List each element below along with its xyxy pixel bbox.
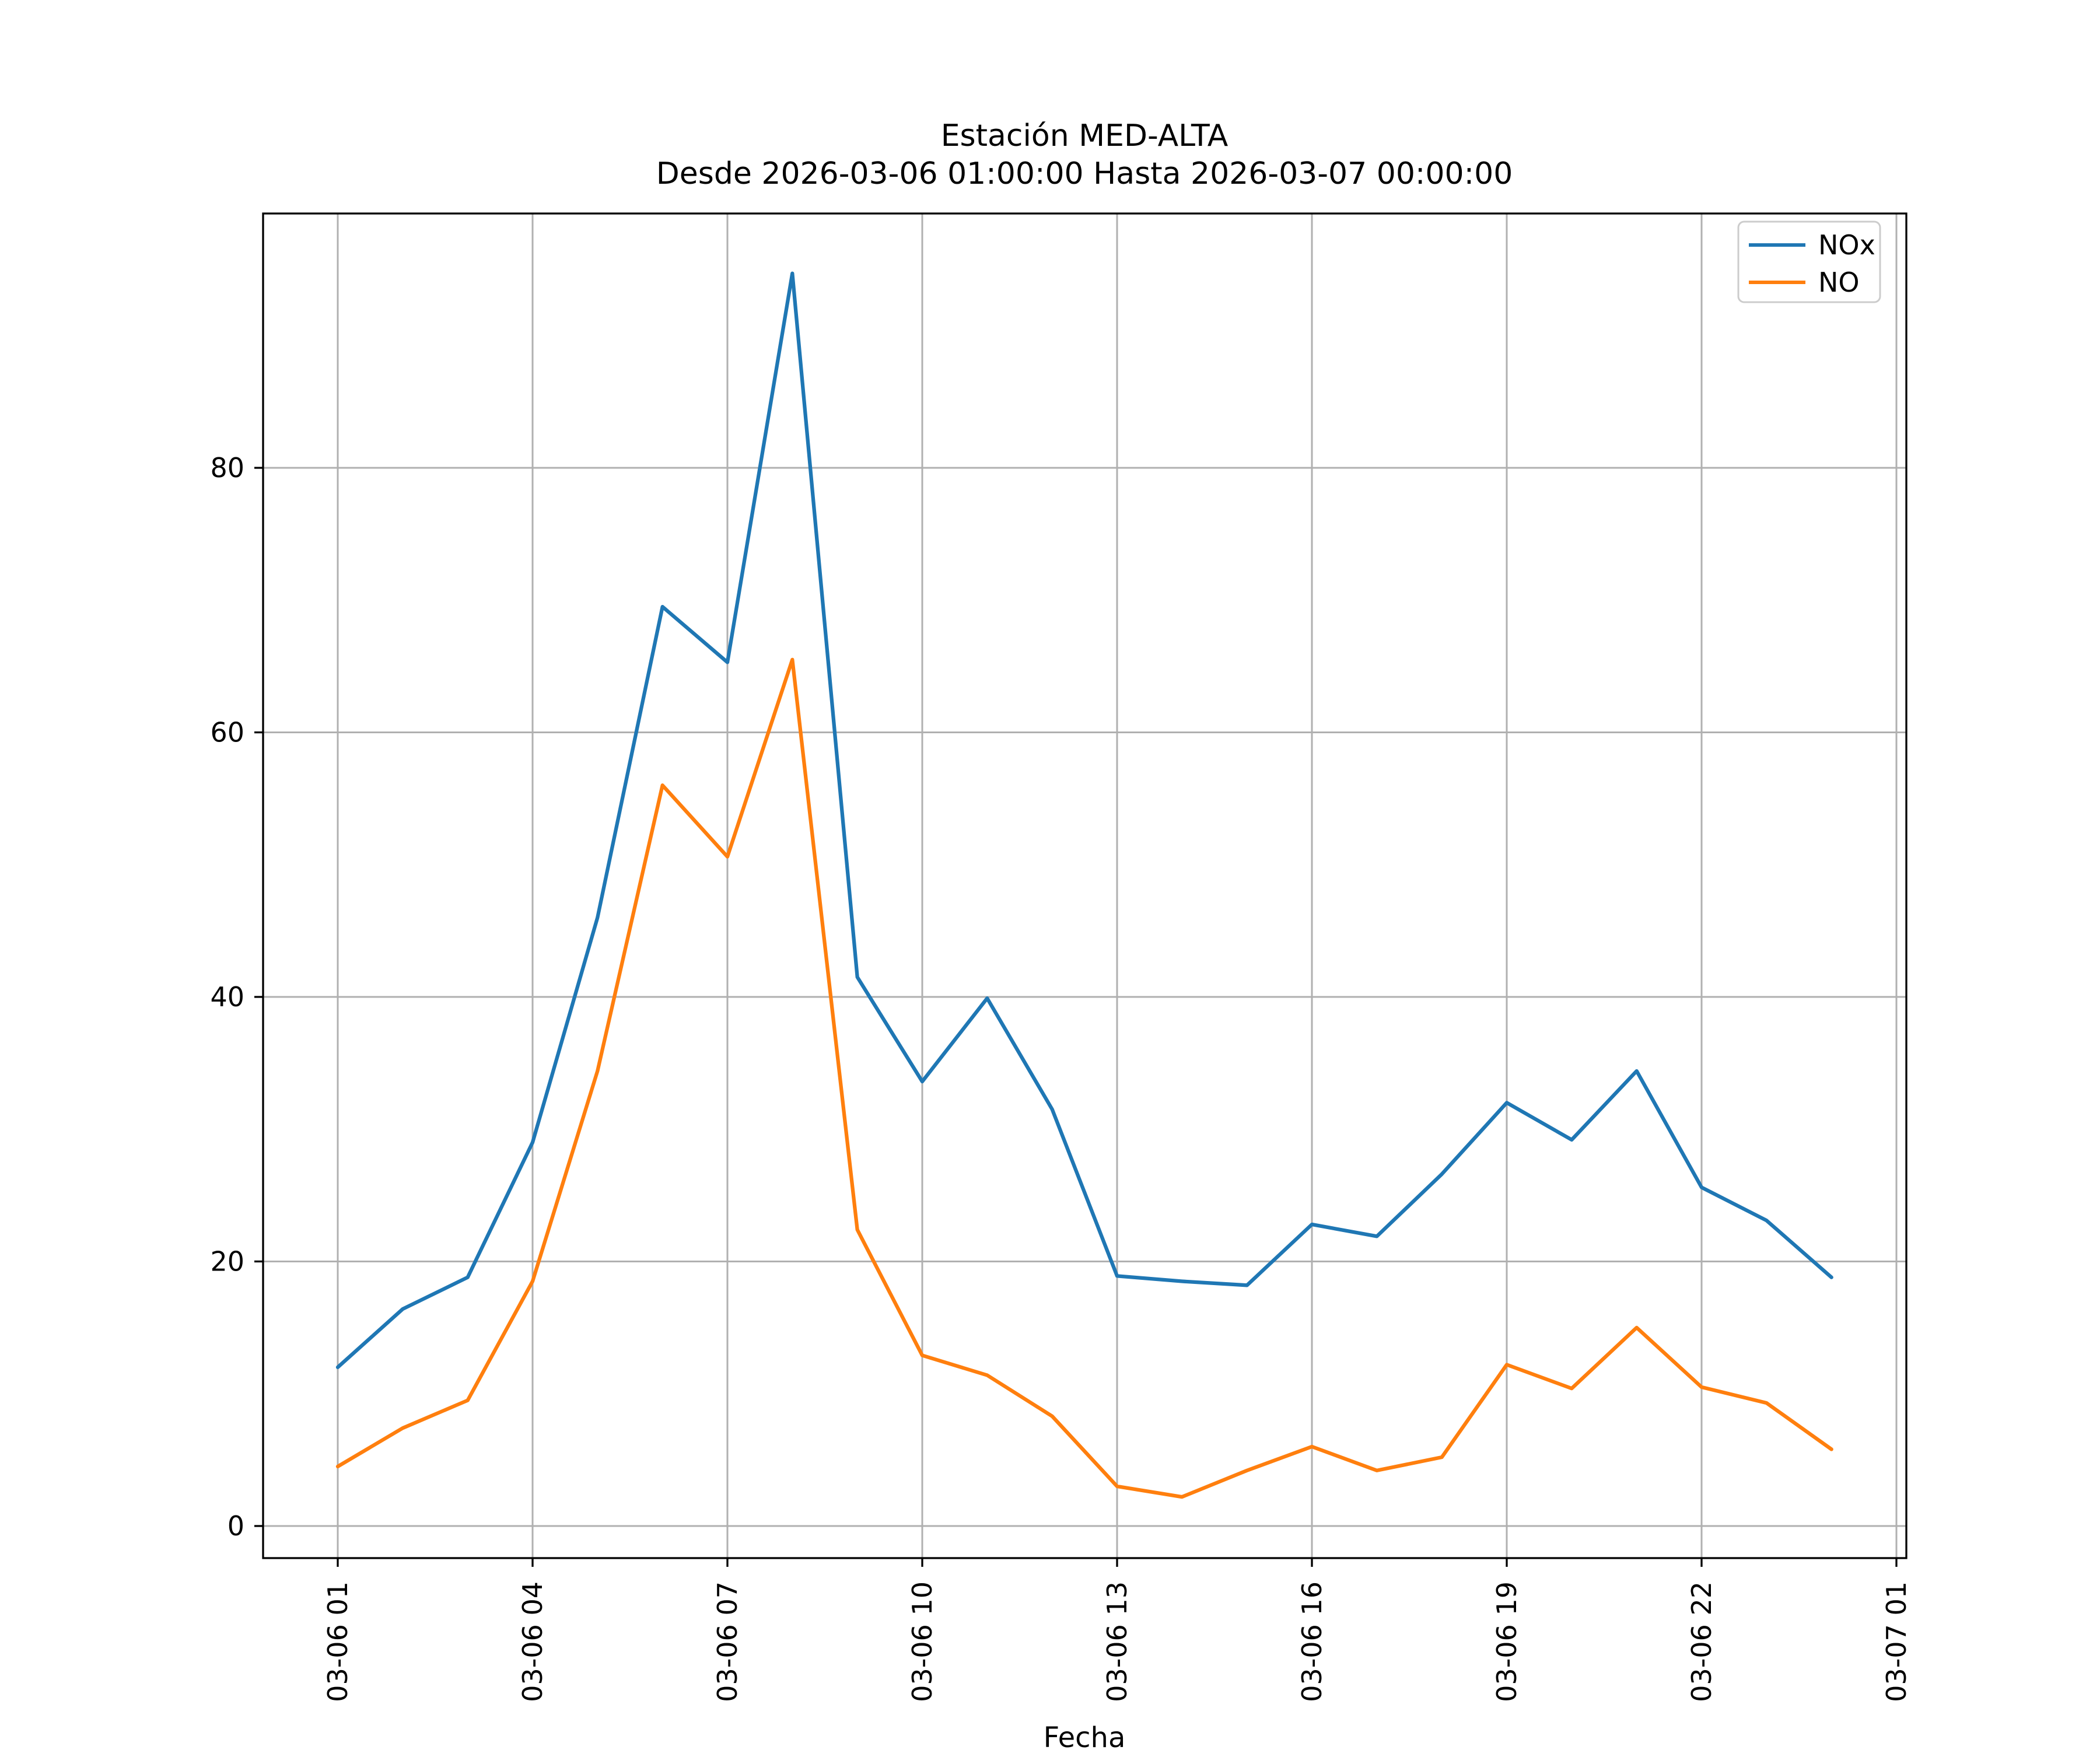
x-tick-labels: 03-06 01 03-06 04 03-06 07 03-06 10 03-06 13… — [322, 1581, 1912, 1702]
chart-subtitle: Desde 2026-03-06 01:00:00 Hasta 2026-03-… — [656, 156, 1513, 191]
tick-marks — [254, 467, 1898, 1567]
no-line — [335, 657, 1833, 1499]
series-lines — [335, 271, 1833, 1499]
y-tick-label: 80 — [210, 452, 244, 484]
x-tick-label: 03-06 04 — [517, 1581, 548, 1702]
x-axis-label: Fecha — [1044, 1721, 1126, 1750]
x-tick-label: 03-06 07 — [712, 1581, 743, 1702]
y-tick-label: 20 — [210, 1246, 244, 1278]
legend-label-nox: NOx — [1818, 229, 1875, 261]
x-tick-label: 03-07 01 — [1881, 1581, 1912, 1702]
legend-label-no: NO — [1818, 267, 1860, 298]
nox-line — [335, 271, 1833, 1370]
x-tick-label: 03-06 10 — [907, 1581, 938, 1702]
x-tick-label: 03-06 19 — [1491, 1581, 1522, 1702]
x-tick-label: 03-06 13 — [1101, 1581, 1133, 1702]
x-tick-label: 03-06 22 — [1686, 1581, 1717, 1702]
chart-title: Estación MED-ALTA — [941, 118, 1228, 153]
y-tick-label: 60 — [210, 717, 244, 748]
gridlines — [263, 214, 1906, 1558]
x-tick-label: 03-06 01 — [322, 1581, 354, 1702]
legend: NOx NO — [1737, 220, 1881, 303]
y-tick-label: 0 — [228, 1510, 244, 1542]
y-tick-label: 40 — [210, 981, 244, 1013]
x-tick-label: 03-06 16 — [1296, 1581, 1328, 1702]
plot-border — [262, 212, 1908, 1559]
y-tick-labels: 0 20 40 60 80 — [210, 452, 244, 1542]
